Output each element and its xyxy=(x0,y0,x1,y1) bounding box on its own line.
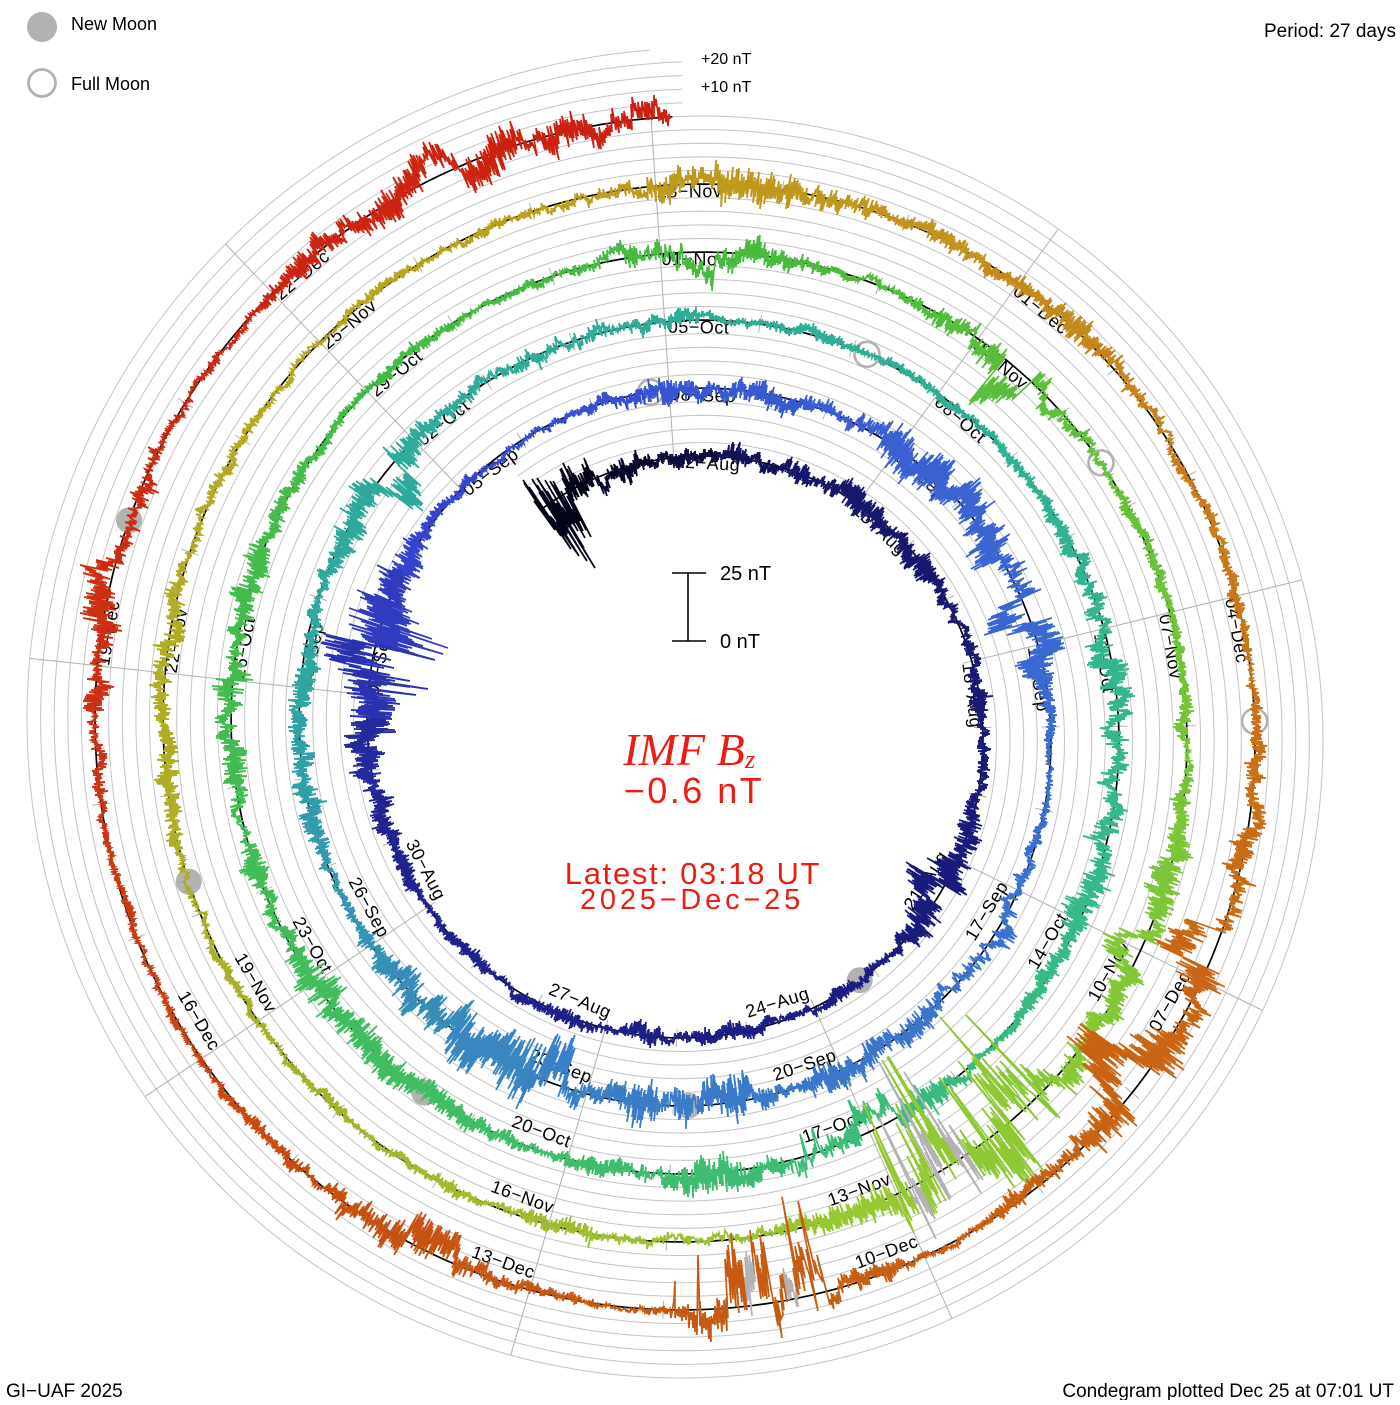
svg-text:GI−UAF 2025: GI−UAF 2025 xyxy=(6,1381,123,1400)
svg-text:+20 nT: +20 nT xyxy=(701,51,751,68)
svg-text:Full Moon: Full Moon xyxy=(71,74,150,94)
svg-text:Condegram plotted Dec 25 at 07: Condegram plotted Dec 25 at 07:01 UT xyxy=(1062,1381,1394,1400)
svg-text:Period: 27 days: Period: 27 days xyxy=(1264,21,1396,42)
svg-text:New Moon: New Moon xyxy=(71,14,157,34)
svg-text:IMF B: IMF B xyxy=(622,724,744,775)
svg-text:25 nT: 25 nT xyxy=(720,563,771,585)
svg-text:−0.6 nT: −0.6 nT xyxy=(624,770,765,811)
svg-text:2025−Dec−25: 2025−Dec−25 xyxy=(580,884,804,916)
svg-text:0 nT: 0 nT xyxy=(720,631,760,653)
svg-text:+10 nT: +10 nT xyxy=(701,79,751,96)
